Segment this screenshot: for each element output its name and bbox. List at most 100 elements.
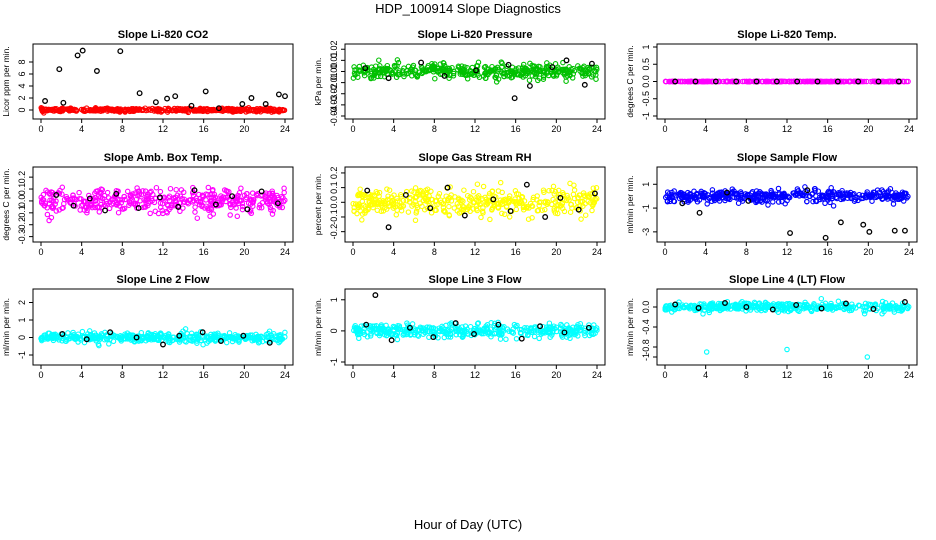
sample-point	[530, 63, 537, 70]
sample-point	[854, 194, 860, 201]
y-axis-label: ml/min per min.	[1, 298, 11, 356]
sample-point	[391, 62, 398, 69]
x-tick-label: 8	[744, 370, 749, 380]
sample-point	[819, 194, 825, 200]
sample-point	[155, 106, 162, 112]
x-tick-label: 4	[703, 124, 708, 134]
sample-point	[583, 69, 589, 75]
sample-point	[493, 75, 499, 81]
sample-point	[536, 335, 542, 342]
sample-point	[194, 215, 201, 221]
sample-point	[558, 321, 564, 328]
sample-point	[503, 203, 510, 209]
reference-point	[93, 68, 100, 74]
sample-point	[552, 199, 559, 205]
reference-point	[107, 329, 114, 336]
sample-point	[254, 335, 260, 342]
sample-point	[802, 193, 808, 199]
panel-4: Slope Amb. Box Temp. degrees C per min. 0 4…	[1, 152, 294, 257]
sample-point	[470, 188, 477, 195]
sample-point	[274, 192, 280, 199]
sample-point	[765, 192, 772, 199]
sample-point	[474, 207, 480, 214]
x-tick-label: 0	[38, 124, 43, 134]
sample-point	[356, 201, 362, 207]
sample-point	[860, 195, 866, 202]
sample-point	[526, 77, 533, 84]
sample-point	[447, 184, 453, 190]
sample-point	[124, 188, 131, 195]
sample-point	[540, 74, 547, 80]
y-tick-label: 0.00	[329, 63, 339, 81]
sample-point	[230, 201, 236, 207]
sample-point	[171, 105, 178, 112]
sample-point	[134, 337, 140, 344]
sample-point	[475, 320, 482, 326]
sample-point	[464, 192, 471, 199]
x-tick-label: 12	[782, 370, 792, 380]
y-tick-label: -3	[641, 228, 651, 236]
sample-point	[187, 337, 193, 343]
y-tick-label: 0	[17, 107, 27, 112]
sample-point	[905, 78, 911, 85]
reference-point	[471, 331, 477, 337]
reference-point	[136, 90, 143, 97]
x-tick-label: 16	[199, 247, 209, 257]
reference-point	[164, 95, 171, 102]
sample-point	[113, 107, 119, 114]
sample-point	[551, 323, 557, 329]
reference-point	[282, 93, 288, 100]
sample-point	[531, 333, 538, 340]
sample-point	[885, 188, 892, 194]
sample-point	[739, 198, 746, 204]
sample-point	[94, 204, 101, 211]
x-tick-label: 0	[38, 247, 43, 257]
panel-title: Slope Li-820 Temp.	[737, 29, 836, 41]
sample-point	[399, 203, 405, 210]
sample-point	[467, 202, 473, 208]
sample-point	[243, 335, 250, 342]
x-tick-label: 4	[391, 124, 396, 134]
sample-point	[665, 306, 672, 312]
sample-point	[511, 321, 518, 328]
sample-point	[754, 198, 760, 205]
y-tick-label: 0.02	[329, 40, 339, 58]
x-tick-label: 12	[158, 124, 168, 134]
reference-point	[59, 331, 66, 337]
panel-title: Slope Li-820 CO2	[118, 29, 208, 41]
reference-point	[511, 95, 518, 102]
sample-point	[704, 78, 710, 85]
reference-point	[86, 195, 93, 202]
sample-point	[829, 190, 835, 196]
sample-point	[669, 78, 675, 85]
x-tick-label: 12	[470, 124, 480, 134]
sample-point	[192, 204, 198, 210]
panel-title: Slope Line 2 Flow	[117, 274, 210, 286]
sample-point	[203, 106, 209, 112]
reference-point	[722, 300, 728, 306]
sample-point	[147, 335, 154, 341]
reference-point	[834, 78, 841, 85]
sample-point	[817, 194, 823, 201]
sample-point	[586, 322, 592, 328]
plot-frame	[656, 288, 918, 366]
sample-point	[499, 64, 505, 70]
sample-point	[239, 200, 246, 207]
sample-point	[469, 64, 476, 71]
sample-point	[516, 200, 523, 207]
sample-point	[706, 305, 712, 311]
sample-point	[377, 198, 383, 204]
sample-point	[445, 198, 451, 204]
sample-point	[546, 72, 552, 79]
sample-point	[424, 205, 431, 212]
sample-point	[57, 108, 64, 115]
sample-point	[493, 72, 500, 79]
reference-point	[523, 181, 530, 188]
sample-point	[810, 198, 816, 205]
reference-point	[895, 78, 902, 85]
reference-point	[804, 187, 811, 194]
sample-point	[446, 68, 453, 74]
x-tick-label: 20	[863, 124, 873, 134]
sample-point	[178, 187, 185, 193]
sample-point	[538, 329, 544, 335]
